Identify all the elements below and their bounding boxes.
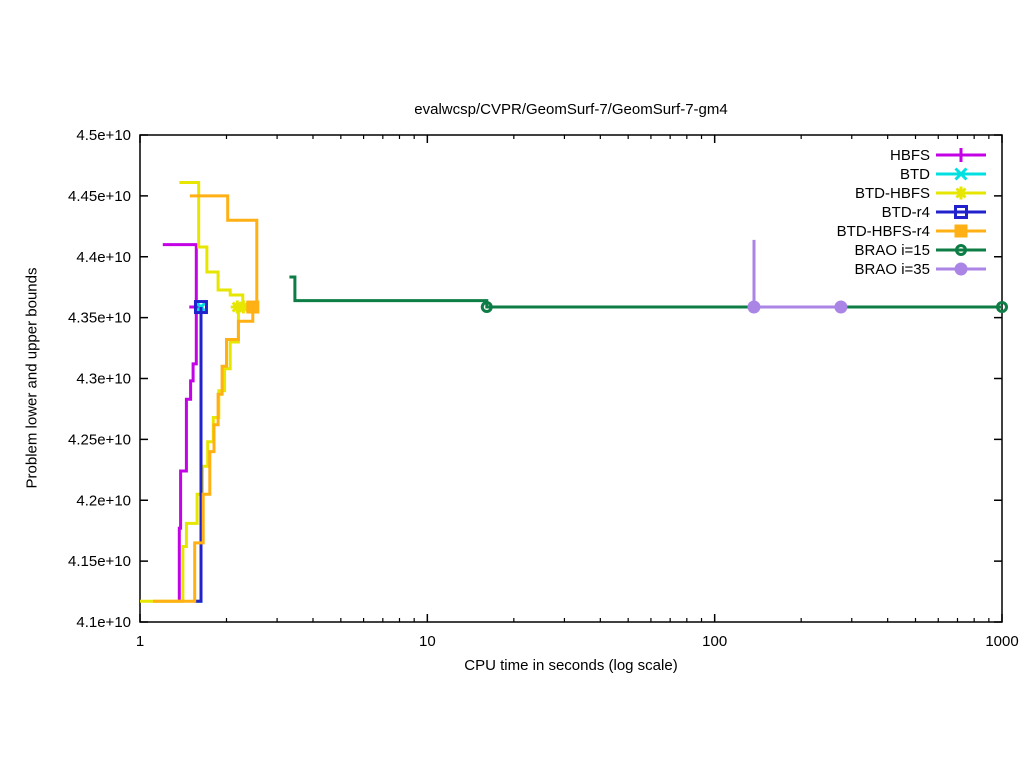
x-tick-label: 100 [702, 633, 727, 650]
series-btd-r4 [193, 300, 208, 603]
y-axis: 4.1e+10 4.15e+10 4.2e+10 4.25e+10 4.3e+10 4.3… [68, 127, 1002, 631]
x-tick-label: 10 [419, 633, 436, 650]
y-tick-label: 4.3e+10 [76, 371, 131, 388]
series-brao-i-15 [289, 275, 1008, 314]
legend-label: BRAO i=35 [855, 261, 930, 278]
x-tick-label: 1000 [985, 633, 1018, 650]
y-tick-label: 4.45e+10 [68, 188, 131, 205]
legend-item: BRAO i=15 [855, 242, 986, 259]
legend-item: BRAO i=35 [855, 261, 986, 278]
y-tick-label: 4.25e+10 [68, 431, 131, 448]
y-tick-label: 4.35e+10 [68, 310, 131, 327]
y-tick-label: 4.2e+10 [76, 492, 131, 509]
x-axis: 1 10 100 1000 [136, 135, 1019, 650]
legend-label: BTD-HBFS [855, 185, 930, 202]
series-btd-hbfs [140, 181, 250, 603]
y-tick-label: 4.4e+10 [76, 249, 131, 266]
legend-item: BTD-HBFS [855, 185, 986, 202]
legend-label: HBFS [890, 147, 930, 164]
y-tick-label: 4.15e+10 [68, 553, 131, 570]
x-tick-label: 1 [136, 633, 144, 650]
legend: HBFS BTD BTD-HBFS BTD-r4 BTD-HBFS-r4 BRAO i=1… [837, 147, 986, 278]
legend-label: BTD-r4 [882, 204, 930, 221]
legend-label: BTD-HBFS-r4 [837, 223, 930, 240]
y-tick-label: 4.1e+10 [76, 614, 131, 631]
y-tick-label: 4.5e+10 [76, 127, 131, 144]
legend-item: BTD-HBFS-r4 [837, 223, 986, 240]
plot-border [139, 134, 1003, 623]
legend-item: BTD [900, 166, 986, 183]
legend-label: BTD [900, 166, 930, 183]
series-brao-i-35 [747, 239, 848, 314]
legend-label: BRAO i=15 [855, 242, 930, 259]
x-axis-title: CPU time in seconds (log scale) [464, 657, 678, 674]
legend-item: HBFS [890, 147, 986, 164]
legend-item: BTD-r4 [882, 204, 986, 221]
chart-title: evalwcsp/CVPR/GeomSurf-7/GeomSurf-7-gm4 [414, 101, 728, 118]
series-btd-hbfs-r4 [153, 194, 260, 603]
